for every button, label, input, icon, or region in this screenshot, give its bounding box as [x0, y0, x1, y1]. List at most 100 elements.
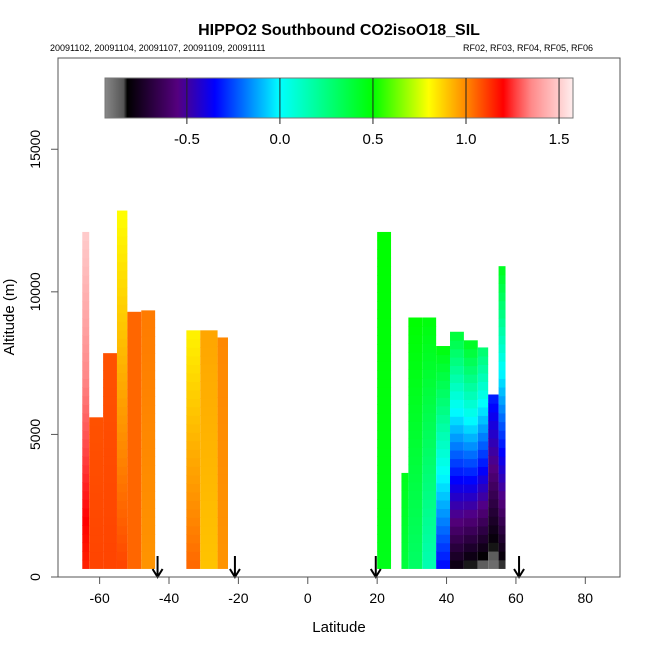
data-cell [127, 363, 142, 373]
data-cell [377, 283, 392, 293]
data-cell [498, 335, 506, 345]
data-cell [103, 490, 117, 501]
data-cell [200, 517, 218, 527]
data-cell [116, 517, 128, 527]
data-cell [422, 551, 437, 561]
data-cell [141, 327, 156, 337]
data-cell [127, 508, 142, 518]
data-cell [116, 287, 128, 297]
data-cell [116, 329, 128, 339]
data-cell [450, 467, 464, 476]
data-cell [408, 404, 423, 414]
data-cell [377, 231, 392, 242]
data-cell [89, 467, 104, 477]
data-cell [200, 432, 218, 442]
data-cell [422, 464, 437, 474]
data-cell [116, 312, 128, 322]
data-cell [141, 413, 156, 423]
data-cell [82, 283, 90, 293]
data-cell [377, 559, 392, 569]
data-cell [408, 481, 423, 492]
data-cell [477, 542, 489, 552]
data-cell [217, 448, 228, 458]
data-cell [82, 559, 90, 569]
data-cell [450, 509, 464, 519]
data-cell [141, 525, 156, 535]
data-cell [217, 431, 228, 441]
data-cell [477, 440, 489, 450]
data-cell [450, 390, 464, 400]
data-cell [422, 404, 437, 414]
data-cell [422, 378, 437, 388]
data-cell [200, 466, 218, 476]
data-cell [498, 447, 506, 457]
data-cell [82, 378, 90, 388]
data-cell [436, 457, 451, 467]
data-cell [498, 266, 506, 276]
data-cell [401, 516, 409, 526]
data-cell [498, 438, 506, 449]
data-cell [377, 542, 392, 552]
data-cell [217, 508, 228, 518]
data-cell [436, 414, 451, 424]
data-cell [377, 551, 392, 561]
data-cell [127, 534, 142, 544]
data-cell [377, 533, 392, 544]
data-column [450, 331, 464, 569]
data-cell [82, 395, 90, 406]
data-cell [422, 438, 437, 448]
data-cell [408, 326, 423, 336]
data-cell [186, 398, 201, 408]
data-cell [450, 433, 464, 443]
data-cell [408, 343, 423, 353]
plot-frame [57, 57, 621, 578]
data-cell [450, 517, 464, 527]
data-cell [377, 421, 392, 431]
data-cell [488, 498, 499, 509]
data-cell [103, 482, 117, 492]
data-cell [200, 508, 218, 518]
data-cell [89, 484, 104, 494]
data-cell [450, 399, 464, 409]
data-cell [498, 456, 506, 466]
data-cell [498, 464, 506, 474]
data-cell [408, 369, 423, 379]
data-cell [116, 559, 128, 569]
data-cell [141, 508, 156, 518]
data-cell [422, 455, 437, 466]
data-cell [141, 559, 156, 569]
data-cell [127, 525, 142, 535]
data-cell [89, 450, 104, 460]
y-tick-label: 0 [27, 573, 43, 581]
data-cell [422, 447, 437, 457]
data-cell [186, 355, 201, 365]
data-cell [450, 492, 464, 502]
data-cell [498, 352, 506, 362]
data-cell [127, 328, 142, 338]
data-cell [477, 517, 489, 527]
data-cell [116, 440, 128, 450]
data-cell [116, 346, 128, 356]
data-cell [89, 434, 104, 443]
data-cell [450, 382, 464, 392]
data-cell [127, 311, 142, 321]
data-cell [116, 355, 128, 365]
data-cell [127, 491, 142, 501]
data-cell [127, 346, 142, 356]
data-cell [422, 352, 437, 362]
data-cell [103, 516, 117, 526]
data-cell [488, 490, 499, 500]
data-cell [200, 525, 218, 535]
data-cell [436, 534, 451, 544]
data-cell [82, 447, 90, 457]
data-cell [82, 542, 90, 552]
data-cell [498, 343, 506, 354]
data-cell [186, 389, 201, 399]
data-cell [463, 551, 478, 561]
data-cell [103, 542, 117, 552]
data-cell [377, 240, 392, 250]
data-cell [200, 364, 218, 374]
data-cell [463, 340, 478, 350]
data-cell [450, 340, 464, 350]
data-cell [436, 346, 451, 356]
